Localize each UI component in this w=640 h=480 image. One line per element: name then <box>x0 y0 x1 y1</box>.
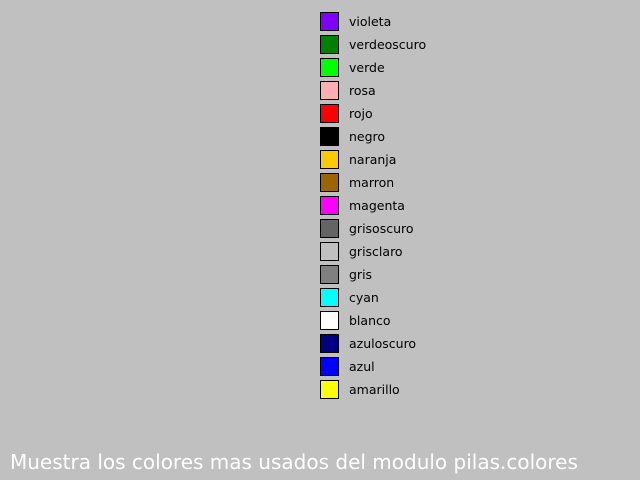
color-row-rosa: rosa <box>320 81 520 104</box>
color-label: rojo <box>349 106 373 121</box>
color-row-azul: azul <box>320 357 520 380</box>
color-row-violeta: violeta <box>320 12 520 35</box>
color-swatch-naranja <box>320 150 339 169</box>
color-label: marron <box>349 175 395 190</box>
color-label: azuloscuro <box>349 336 417 351</box>
color-row-amarillo: amarillo <box>320 380 520 403</box>
color-label: grisclaro <box>349 244 403 259</box>
color-row-marron: marron <box>320 173 520 196</box>
color-swatch-azuloscuro <box>320 334 339 353</box>
color-label: cyan <box>349 290 379 305</box>
color-label: verde <box>349 60 385 75</box>
color-label: blanco <box>349 313 391 328</box>
color-swatch-list: violeta verdeoscuro verde rosa rojo negro nara… <box>320 12 520 403</box>
color-label: magenta <box>349 198 405 213</box>
color-swatch-verde <box>320 58 339 77</box>
color-swatch-violeta <box>320 12 339 31</box>
color-row-gris: gris <box>320 265 520 288</box>
caption-text: Muestra los colores mas usados del modul… <box>10 450 578 474</box>
color-swatch-verdeoscuro <box>320 35 339 54</box>
color-swatch-grisclaro <box>320 242 339 261</box>
color-label: azul <box>349 359 375 374</box>
color-row-magenta: magenta <box>320 196 520 219</box>
color-swatch-negro <box>320 127 339 146</box>
color-row-rojo: rojo <box>320 104 520 127</box>
color-swatch-marron <box>320 173 339 192</box>
color-label: gris <box>349 267 373 282</box>
color-swatch-rosa <box>320 81 339 100</box>
color-swatch-rojo <box>320 104 339 123</box>
color-swatch-azul <box>320 357 339 376</box>
color-swatch-amarillo <box>320 380 339 399</box>
color-label: violeta <box>349 14 392 29</box>
color-row-naranja: naranja <box>320 150 520 173</box>
color-swatch-grisoscuro <box>320 219 339 238</box>
color-row-verdeoscuro: verdeoscuro <box>320 35 520 58</box>
color-row-verde: verde <box>320 58 520 81</box>
color-label: naranja <box>349 152 397 167</box>
color-row-azuloscuro: azuloscuro <box>320 334 520 357</box>
color-row-grisclaro: grisclaro <box>320 242 520 265</box>
color-swatch-blanco <box>320 311 339 330</box>
color-label: amarillo <box>349 382 400 397</box>
color-label: grisoscuro <box>349 221 414 236</box>
color-label: rosa <box>349 83 376 98</box>
color-label: negro <box>349 129 386 144</box>
color-swatch-gris <box>320 265 339 284</box>
color-swatch-magenta <box>320 196 339 215</box>
color-label: verdeoscuro <box>349 37 427 52</box>
color-row-blanco: blanco <box>320 311 520 334</box>
color-row-negro: negro <box>320 127 520 150</box>
color-swatch-cyan <box>320 288 339 307</box>
color-row-cyan: cyan <box>320 288 520 311</box>
color-row-grisoscuro: grisoscuro <box>320 219 520 242</box>
